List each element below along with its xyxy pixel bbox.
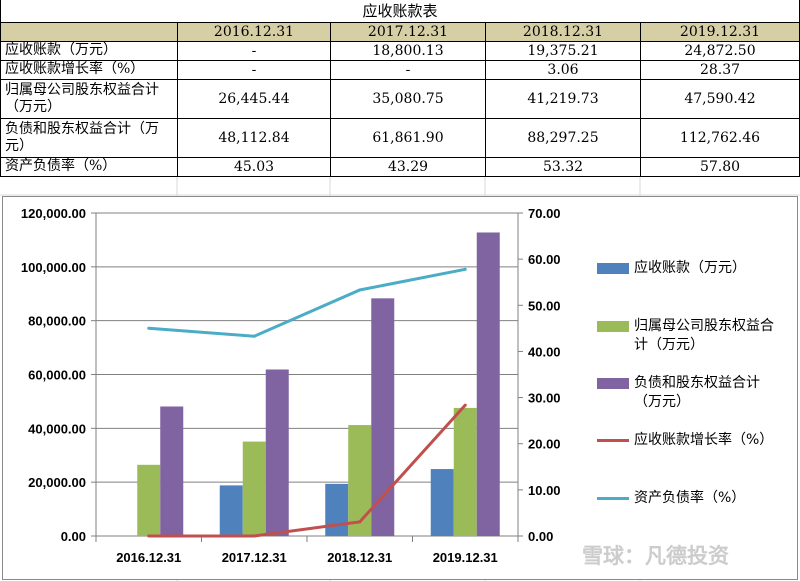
right-axis-tick-label: 10.00: [528, 483, 561, 498]
bar-1: [430, 469, 454, 536]
line-point: [358, 520, 362, 524]
cell: 53.32: [485, 156, 641, 177]
line-point: [463, 403, 467, 407]
x-axis-tick-label: 2019.12.31: [433, 550, 498, 565]
cell: 45.03: [177, 156, 331, 177]
right-axis-tick-label: 70.00: [528, 206, 561, 221]
cell: -: [177, 59, 331, 80]
bar-3: [265, 369, 289, 536]
table-row: 资产负债率（%） 45.03 43.29 53.32 57.80: [0, 156, 800, 177]
legend-label: 资产负债率（%）: [634, 490, 746, 506]
bar-2: [242, 441, 266, 536]
row-label: 应收账款增长率（%）: [0, 59, 178, 80]
left-axis-tick-label: 40,000.00: [28, 421, 86, 436]
cell: -: [330, 59, 486, 80]
row-label: 负债和股东权益合计（万元）: [0, 117, 178, 158]
line-point: [147, 326, 151, 330]
right-axis-tick-label: 50.00: [528, 298, 561, 313]
left-axis-tick-label: 80,000.00: [28, 314, 86, 329]
cell: 19,375.21: [485, 40, 641, 61]
cell: 88,297.25: [485, 117, 641, 158]
table-title: 应收账款表: [0, 0, 800, 23]
header-cell: 2018.12.31: [485, 21, 641, 42]
left-axis-tick-label: 60,000.00: [28, 368, 86, 383]
legend-swatch: [597, 378, 629, 389]
x-axis-tick-label: 2016.12.31: [116, 550, 181, 565]
right-axis-tick-label: 60.00: [528, 252, 561, 267]
cell: 28.37: [640, 59, 800, 80]
watermark: 雪球：凡德投资: [582, 544, 729, 568]
bar-3: [371, 298, 395, 536]
bar-3: [476, 232, 500, 536]
left-axis-tick-label: 0.00: [61, 529, 86, 544]
legend-label: 负债和股东权益合计（万元）: [634, 375, 760, 410]
legend-swatch: [597, 321, 629, 332]
bar-1: [325, 483, 349, 536]
right-axis-tick-label: 30.00: [528, 391, 561, 406]
line-series-1: [148, 404, 467, 538]
table-row: 应收账款增长率（%） - - 3.06 28.37: [0, 59, 800, 80]
cell: 61,861.90: [330, 117, 486, 158]
cell: 3.06: [485, 59, 641, 80]
row-label: 资产负债率（%）: [0, 156, 178, 177]
bar-3: [160, 406, 184, 536]
cell: 24,872.50: [640, 40, 800, 61]
legend-label: 应收账款增长率（%）: [634, 432, 774, 448]
legend-swatch: [597, 497, 629, 500]
right-axis-tick-label: 0.00: [528, 529, 553, 544]
receivables-table: 应收账款表 2016.12.31 2017.12.31 2018.12.31 2…: [0, 0, 800, 177]
header-cell: 2019.12.31: [640, 21, 800, 42]
bar-2: [137, 464, 161, 536]
line-point: [252, 534, 256, 538]
x-axis-tick-label: 2017.12.31: [222, 550, 287, 565]
bar-2: [453, 407, 477, 536]
right-axis-tick-label: 20.00: [528, 437, 561, 452]
line-point: [252, 334, 256, 338]
left-axis-tick-label: 20,000.00: [28, 475, 86, 490]
table-row: 负债和股东权益合计（万元） 48,112.84 61,861.90 88,297…: [0, 117, 800, 158]
legend-swatch: [597, 263, 629, 274]
left-axis-tick-label: 120,000.00: [21, 206, 86, 221]
table-row: 归属母公司股东权益合计（万元） 26,445.44 35,080.75 41,2…: [0, 78, 800, 119]
x-axis-tick-label: 2018.12.31: [327, 550, 392, 565]
cell: 48,112.84: [177, 117, 331, 158]
cell: 47,590.42: [640, 78, 800, 119]
cell: 41,219.73: [485, 78, 641, 119]
cell: 112,762.46: [640, 117, 800, 158]
cell: 57.80: [640, 156, 800, 177]
legend-swatch: [597, 439, 629, 442]
header-cell: 2016.12.31: [177, 21, 331, 42]
right-axis-tick-label: 40.00: [528, 344, 561, 359]
cell: 26,445.44: [177, 78, 331, 119]
row-label: 应收账款（万元）: [0, 40, 178, 61]
cell: 43.29: [330, 156, 486, 177]
chart-area: 0.00 20,000.00 40,000.00 60,000.00 80,000.00…: [2, 196, 798, 580]
cell: 35,080.75: [330, 78, 486, 119]
row-label: 归属母公司股东权益合计（万元）: [0, 78, 178, 119]
combo-chart: 0.00 20,000.00 40,000.00 60,000.00 80,000.00…: [21, 206, 561, 565]
header-cell: [0, 21, 178, 42]
line-point: [463, 267, 467, 271]
line-point: [358, 288, 362, 292]
bar-2: [348, 425, 372, 536]
header-cell: 2017.12.31: [330, 21, 486, 42]
table-row: 应收账款（万元） - 18,800.13 19,375.21 24,872.50: [0, 40, 800, 61]
line-point: [147, 534, 151, 538]
line-series-2: [148, 267, 466, 338]
cell: -: [177, 40, 331, 61]
legend-label: 归属母公司股东权益合计（万元）: [634, 318, 774, 353]
left-axis-tick-label: 100,000.00: [21, 260, 86, 275]
bar-1: [219, 485, 243, 536]
cell: 18,800.13: [330, 40, 486, 61]
legend-label: 应收账款（万元）: [634, 260, 746, 276]
